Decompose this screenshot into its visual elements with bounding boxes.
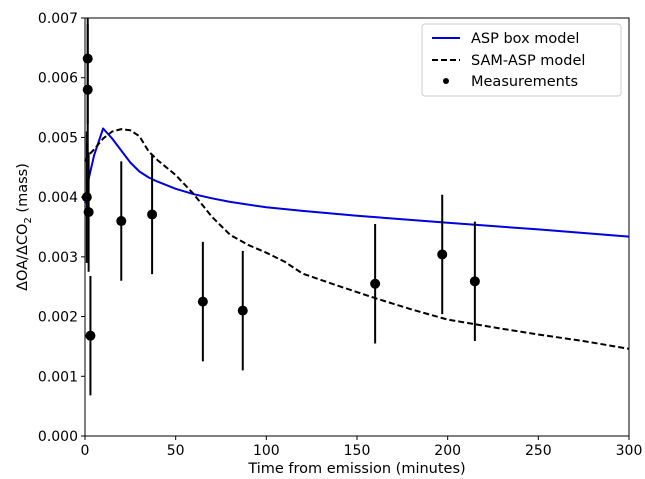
legend-box bbox=[421, 23, 622, 97]
measurement-point bbox=[237, 305, 248, 316]
measurement-point bbox=[370, 278, 381, 289]
measurement-point bbox=[83, 207, 94, 218]
y-tick-label: 0.003 bbox=[38, 250, 78, 266]
legend-marker-measurements bbox=[443, 78, 449, 84]
y-axis-label-main: ΔOA/ΔCO bbox=[15, 224, 31, 291]
measurement-point bbox=[469, 276, 480, 287]
measurement-point bbox=[437, 249, 448, 260]
measurement-point bbox=[147, 209, 158, 220]
y-axis-label-subscript: 2 bbox=[23, 217, 34, 223]
x-tick-label: 300 bbox=[616, 443, 643, 459]
plot-area bbox=[81, 17, 630, 437]
x-tick-label: 50 bbox=[167, 443, 185, 459]
y-axis-label-suffix: (mass) bbox=[15, 163, 31, 217]
x-axis-label: Time from emission (minutes) bbox=[247, 461, 465, 477]
y-tick-label: 0.006 bbox=[38, 71, 78, 87]
y-tick-label: 0.005 bbox=[38, 130, 78, 146]
x-axis-ticks: 0 50 100 150 200 250 300 bbox=[81, 436, 643, 459]
x-tick-label: 100 bbox=[253, 443, 280, 459]
y-tick-label: 0.002 bbox=[38, 310, 78, 326]
legend-label-measurements: Measurements bbox=[471, 74, 578, 90]
y-tick-label: 0.000 bbox=[38, 429, 78, 445]
series-line-sam-asp-model bbox=[84, 128, 630, 350]
measurement-points bbox=[81, 18, 480, 396]
legend-label-asp-box-model: ASP box model bbox=[471, 31, 579, 47]
y-axis-ticks: 0.000 0.001 0.002 0.003 0.004 0.005 0.006 0.007 bbox=[38, 11, 85, 445]
measurement-point bbox=[82, 53, 93, 64]
legend-label-sam-asp-model: SAM-ASP model bbox=[471, 53, 585, 69]
series-line-asp-box-model bbox=[84, 127, 630, 238]
legend: ASP box model SAM-ASP model Measurements bbox=[421, 23, 622, 97]
measurement-point bbox=[197, 296, 208, 307]
x-tick-label: 0 bbox=[81, 443, 90, 459]
y-tick-label: 0.007 bbox=[38, 11, 78, 27]
x-tick-label: 150 bbox=[344, 443, 371, 459]
x-tick-label: 200 bbox=[434, 443, 461, 459]
y-tick-label: 0.004 bbox=[38, 190, 78, 206]
x-tick-label: 250 bbox=[525, 443, 552, 459]
y-axis-label: ΔOA/ΔCO2 (mass) bbox=[15, 163, 34, 291]
measurement-point bbox=[85, 330, 96, 341]
series-layer bbox=[84, 127, 630, 350]
measurement-point bbox=[116, 216, 127, 227]
y-tick-label: 0.001 bbox=[38, 369, 78, 385]
